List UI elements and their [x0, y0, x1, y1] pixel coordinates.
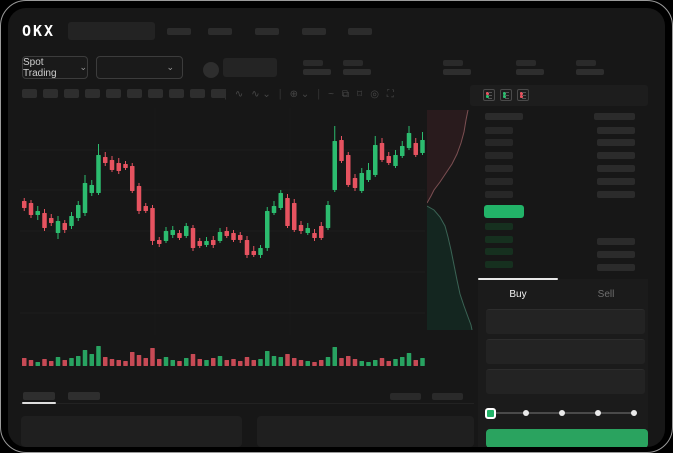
- stat-value-3: [516, 69, 544, 75]
- toolbar-item-9[interactable]: [211, 89, 226, 98]
- nav-item-3[interactable]: [302, 28, 326, 35]
- ask-amount-row-2: [597, 152, 635, 159]
- toolbar-item-5[interactable]: [127, 89, 142, 98]
- slider-stop-1[interactable]: [523, 410, 529, 416]
- fullscreen-icon[interactable]: ⛶: [386, 88, 394, 100]
- book-bids-icon[interactable]: [500, 89, 512, 101]
- bid-price-row-3[interactable]: [485, 261, 513, 268]
- bottom-panel-1: [257, 416, 474, 447]
- candlestick-chart[interactable]: [20, 108, 425, 370]
- symbol-name-placeholder: [223, 58, 277, 77]
- book-all-icon[interactable]: [483, 89, 495, 101]
- stat-label-2: [443, 60, 463, 66]
- toolbar-item-8[interactable]: [190, 89, 205, 98]
- nav-item-2[interactable]: [255, 28, 279, 35]
- chart-toolbar-icons: |∿∿ ⌄|⊕ ⌄|~⧉⌑◎⛶: [224, 86, 394, 102]
- search-input[interactable]: [68, 22, 155, 40]
- okx-logo: OKX: [22, 22, 56, 40]
- snapshot-icon[interactable]: ⌑: [357, 88, 363, 100]
- stat-label-4: [576, 60, 596, 66]
- slider-stop-3[interactable]: [595, 410, 601, 416]
- bid-amount-row-1: [597, 251, 635, 258]
- ask-price-row-1[interactable]: [485, 139, 513, 146]
- bottom-tab-0[interactable]: [23, 392, 55, 400]
- chart-settings-icon[interactable]: ◎: [370, 88, 379, 100]
- order-input-0[interactable]: [486, 309, 645, 334]
- order-input-1[interactable]: [486, 339, 645, 364]
- orderbook-header-bar: [470, 85, 648, 106]
- orderbook-view-toggles: [483, 89, 529, 101]
- orderbook-col-price-header: [485, 113, 523, 120]
- toolbar-item-2[interactable]: [64, 89, 79, 98]
- bottom-action-0[interactable]: [390, 393, 421, 400]
- order-input-2[interactable]: [486, 369, 645, 394]
- bottom-tab-1[interactable]: [68, 392, 100, 400]
- app-window: OKX Spot Trading ⌄ ⌄ |∿∿ ⌄|⊕ ⌄|~⧉⌑◎⛶: [8, 8, 665, 447]
- ask-amount-row-3: [597, 165, 635, 172]
- ask-price-row-5[interactable]: [485, 191, 513, 198]
- buy-submit-button[interactable]: [486, 429, 648, 447]
- stat-label-1: [343, 60, 363, 66]
- bottom-active-tab-indicator: [22, 402, 56, 404]
- stat-value-0: [303, 69, 331, 75]
- market-type-selector[interactable]: Spot Trading ⌄: [22, 56, 88, 79]
- chart-interval-icon[interactable]: ∿ ⌄: [251, 88, 271, 100]
- stat-value-4: [576, 69, 604, 75]
- toolbar-item-6[interactable]: [148, 89, 163, 98]
- ask-amount-row-4: [597, 178, 635, 185]
- bottom-divider: [20, 403, 474, 404]
- market-type-label: Spot Trading: [23, 56, 57, 79]
- toolbar-item-7[interactable]: [169, 89, 184, 98]
- buy-tab-indicator: [478, 278, 558, 280]
- nav-item-1[interactable]: [208, 28, 232, 35]
- toolbar-item-1[interactable]: [43, 89, 58, 98]
- bid-price-row-0[interactable]: [485, 223, 513, 230]
- bid-price-row-2[interactable]: [485, 248, 513, 255]
- toolbar-item-0[interactable]: [22, 89, 37, 98]
- bottom-panel-0: [21, 416, 242, 447]
- toolbar-separator: |: [278, 88, 282, 100]
- stat-label-0: [303, 60, 323, 66]
- stat-label-3: [516, 60, 536, 66]
- bid-amount-row-2: [597, 264, 635, 271]
- chevron-down-icon: ⌄: [79, 62, 87, 72]
- symbol-selector[interactable]: ⌄: [96, 56, 183, 79]
- ask-price-row-3[interactable]: [485, 165, 513, 172]
- stat-value-2: [443, 69, 471, 75]
- toolbar-separator: |: [317, 88, 321, 100]
- indicators-icon[interactable]: ⊕ ⌄: [289, 88, 310, 100]
- slider-stop-4[interactable]: [631, 410, 637, 416]
- chevron-down-icon: ⌄: [166, 62, 174, 72]
- nav-item-4[interactable]: [348, 28, 372, 35]
- coin-avatar: [203, 62, 219, 78]
- ask-price-row-2[interactable]: [485, 152, 513, 159]
- toolbar-item-3[interactable]: [85, 89, 100, 98]
- ask-price-row-4[interactable]: [485, 178, 513, 185]
- book-asks-icon[interactable]: [517, 89, 529, 101]
- ask-amount-row-1: [597, 139, 635, 146]
- bid-price-row-1[interactable]: [485, 236, 513, 243]
- chart-style-icon[interactable]: ∿: [234, 88, 244, 100]
- ask-price-row-0[interactable]: [485, 127, 513, 134]
- ask-amount-row-5: [597, 191, 635, 198]
- depth-chart[interactable]: [427, 110, 478, 330]
- ask-amount-row-0: [597, 127, 635, 134]
- bottom-action-1[interactable]: [432, 393, 463, 400]
- slider-stop-0[interactable]: [485, 408, 496, 419]
- measure-icon[interactable]: ⧉: [341, 88, 350, 100]
- tab-buy[interactable]: Buy: [509, 289, 527, 300]
- line-tool-icon[interactable]: ~: [328, 88, 334, 100]
- nav-item-0[interactable]: [167, 28, 191, 35]
- bid-amount-row-0: [597, 238, 635, 245]
- stat-value-1: [343, 69, 371, 75]
- tab-sell[interactable]: Sell: [597, 289, 615, 300]
- toolbar-item-4[interactable]: [106, 89, 121, 98]
- orderbook-col-amount-header: [594, 113, 635, 120]
- last-price-pill[interactable]: [484, 205, 524, 218]
- slider-stop-2[interactable]: [559, 410, 565, 416]
